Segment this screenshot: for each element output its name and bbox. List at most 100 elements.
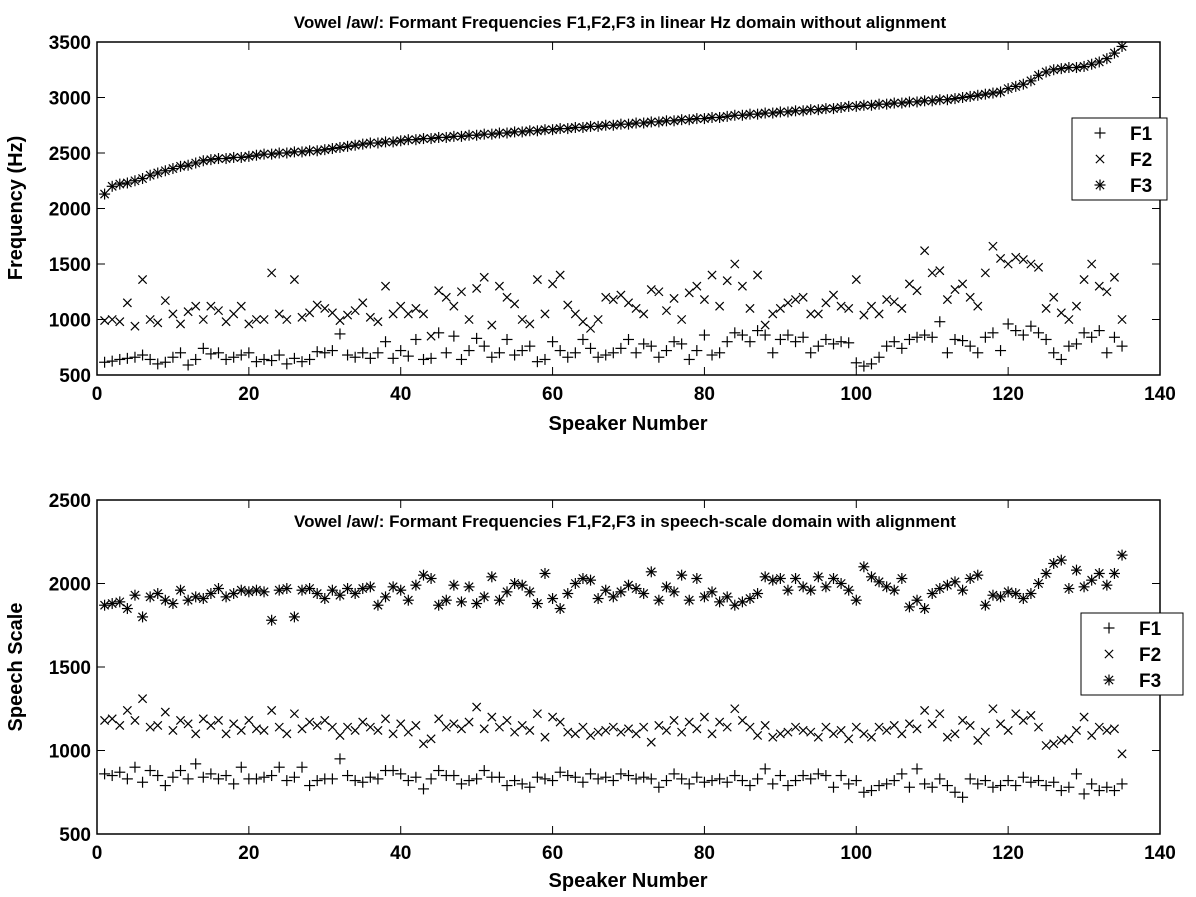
point-f2 [677, 314, 687, 325]
point-f1 [258, 353, 270, 365]
legend-box [1071, 117, 1168, 201]
point-f1 [250, 773, 262, 785]
point-f3 [175, 160, 187, 172]
point-f3 [577, 572, 589, 584]
point-f2 [494, 722, 504, 732]
point-f2 [737, 281, 747, 291]
point-f1 [714, 347, 726, 359]
y-tick-label: 2500 [49, 144, 91, 165]
point-f1 [326, 773, 338, 785]
point-f1 [501, 333, 513, 345]
point-f3 [455, 596, 467, 608]
point-f2 [935, 266, 945, 276]
point-f1 [159, 780, 171, 792]
point-f1 [919, 778, 931, 790]
point-f1 [881, 340, 893, 352]
point-f1 [805, 347, 817, 359]
point-f3 [243, 586, 255, 598]
legend-marker-f1 [1103, 622, 1115, 634]
point-f1 [615, 342, 627, 354]
point-f2 [213, 715, 224, 725]
point-f1 [698, 329, 710, 341]
point-f2 [350, 725, 360, 736]
point-f2 [631, 729, 641, 739]
point-f3 [1002, 83, 1014, 95]
point-f2 [958, 279, 968, 289]
point-f2 [502, 292, 512, 302]
point-f2 [973, 301, 983, 311]
point-f1 [934, 773, 946, 785]
point-f1 [228, 778, 240, 790]
point-f1 [752, 773, 764, 785]
point-f3 [1093, 567, 1105, 579]
point-f1 [159, 356, 171, 368]
point-f2 [305, 308, 315, 318]
legend-label-f2: F2 [1130, 150, 1152, 171]
point-f2 [980, 268, 990, 278]
y-tick-label: 1500 [49, 255, 91, 276]
point-f3 [121, 177, 133, 189]
point-f1 [721, 336, 733, 348]
point-f1 [509, 775, 521, 787]
point-f1 [417, 783, 429, 795]
point-f1 [881, 778, 893, 790]
point-f3 [850, 594, 862, 606]
point-f1 [395, 345, 407, 357]
point-f1 [1116, 340, 1128, 352]
point-f3 [850, 100, 862, 112]
point-f2 [540, 309, 550, 319]
point-f3 [957, 92, 969, 103]
point-f3 [1101, 579, 1113, 591]
point-f2 [866, 732, 877, 742]
point-f1 [1033, 775, 1045, 787]
point-f1 [167, 351, 179, 363]
point-f1 [858, 360, 870, 372]
point-f1 [1055, 785, 1067, 797]
point-f1 [721, 776, 733, 788]
point-f3 [1108, 47, 1120, 59]
point-f2 [722, 722, 732, 732]
point-f1 [706, 775, 718, 787]
point-f2 [935, 709, 945, 719]
axis-ticks: 0 20 40 60 80 100 120 140 500 1000 1500 2000 2500 300… [49, 33, 1176, 405]
point-f1 [121, 352, 133, 364]
point-f2 [798, 292, 808, 302]
point-f2 [380, 281, 391, 291]
point-f1 [828, 781, 840, 793]
point-f3 [547, 593, 559, 605]
point-f3 [266, 614, 278, 626]
point-f2 [122, 705, 132, 715]
point-f2 [365, 312, 375, 322]
point-f1 [600, 771, 612, 783]
point-f2 [191, 729, 201, 739]
point-f1 [197, 342, 209, 354]
point-f3 [858, 99, 870, 111]
point-f3 [425, 572, 437, 584]
point-f1 [463, 775, 475, 787]
x-tick-label: 40 [390, 384, 411, 405]
point-f1 [212, 347, 224, 359]
point-f2 [753, 270, 763, 280]
point-f1 [782, 780, 794, 792]
point-f3 [698, 591, 710, 603]
point-f2 [411, 720, 421, 730]
point-f1 [828, 338, 840, 350]
point-f1 [1002, 775, 1014, 787]
point-f3 [592, 593, 604, 605]
y-tick-label: 3500 [49, 33, 91, 54]
point-f2 [168, 725, 178, 736]
point-f1 [630, 773, 642, 785]
point-f3 [569, 578, 581, 589]
legend-marker-f3 [1103, 674, 1115, 686]
point-f2 [320, 715, 330, 725]
point-f1 [212, 773, 224, 785]
point-f2 [472, 283, 482, 293]
point-f2 [532, 274, 542, 285]
x-tick-label: 120 [992, 384, 1024, 405]
point-f1 [607, 347, 619, 359]
point-f3 [949, 576, 961, 588]
point-f2 [350, 306, 360, 316]
point-f1 [524, 340, 536, 352]
y-tick-label: 2000 [49, 575, 91, 596]
